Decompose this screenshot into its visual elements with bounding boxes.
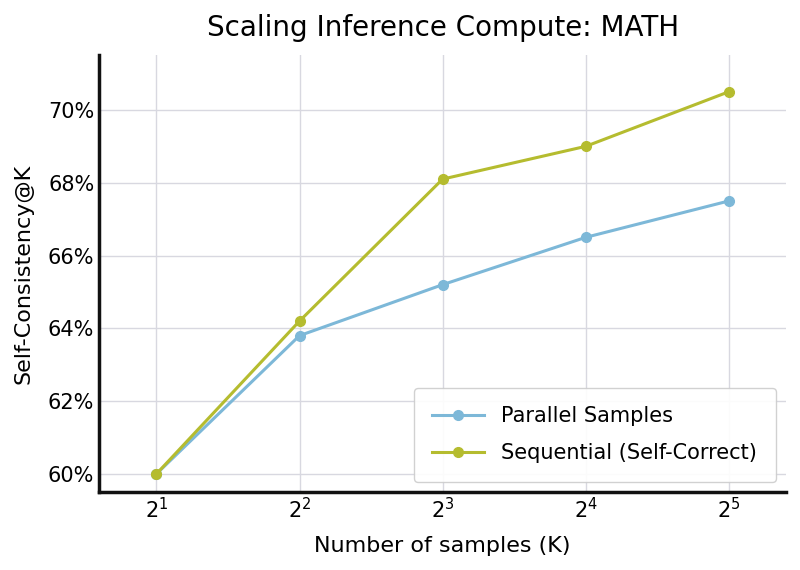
Parallel Samples — [581, 234, 590, 241]
Parallel Samples — [724, 198, 734, 205]
Parallel Samples — [438, 281, 447, 288]
Sequential (Self-Correct) — [438, 176, 447, 182]
Parallel Samples — [151, 471, 161, 478]
Y-axis label: Self-Consistency@K: Self-Consistency@K — [14, 164, 34, 384]
Line: Sequential (Self-Correct): Sequential (Self-Correct) — [151, 87, 734, 479]
Title: Scaling Inference Compute: MATH: Scaling Inference Compute: MATH — [206, 14, 678, 42]
Legend: Parallel Samples, Sequential (Self-Correct): Parallel Samples, Sequential (Self-Corre… — [414, 388, 776, 482]
Line: Parallel Samples: Parallel Samples — [151, 196, 734, 479]
Sequential (Self-Correct) — [151, 471, 161, 478]
Sequential (Self-Correct) — [581, 143, 590, 150]
Sequential (Self-Correct) — [724, 88, 734, 95]
X-axis label: Number of samples (K): Number of samples (K) — [314, 536, 571, 556]
Sequential (Self-Correct) — [294, 317, 304, 324]
Parallel Samples — [294, 332, 304, 339]
